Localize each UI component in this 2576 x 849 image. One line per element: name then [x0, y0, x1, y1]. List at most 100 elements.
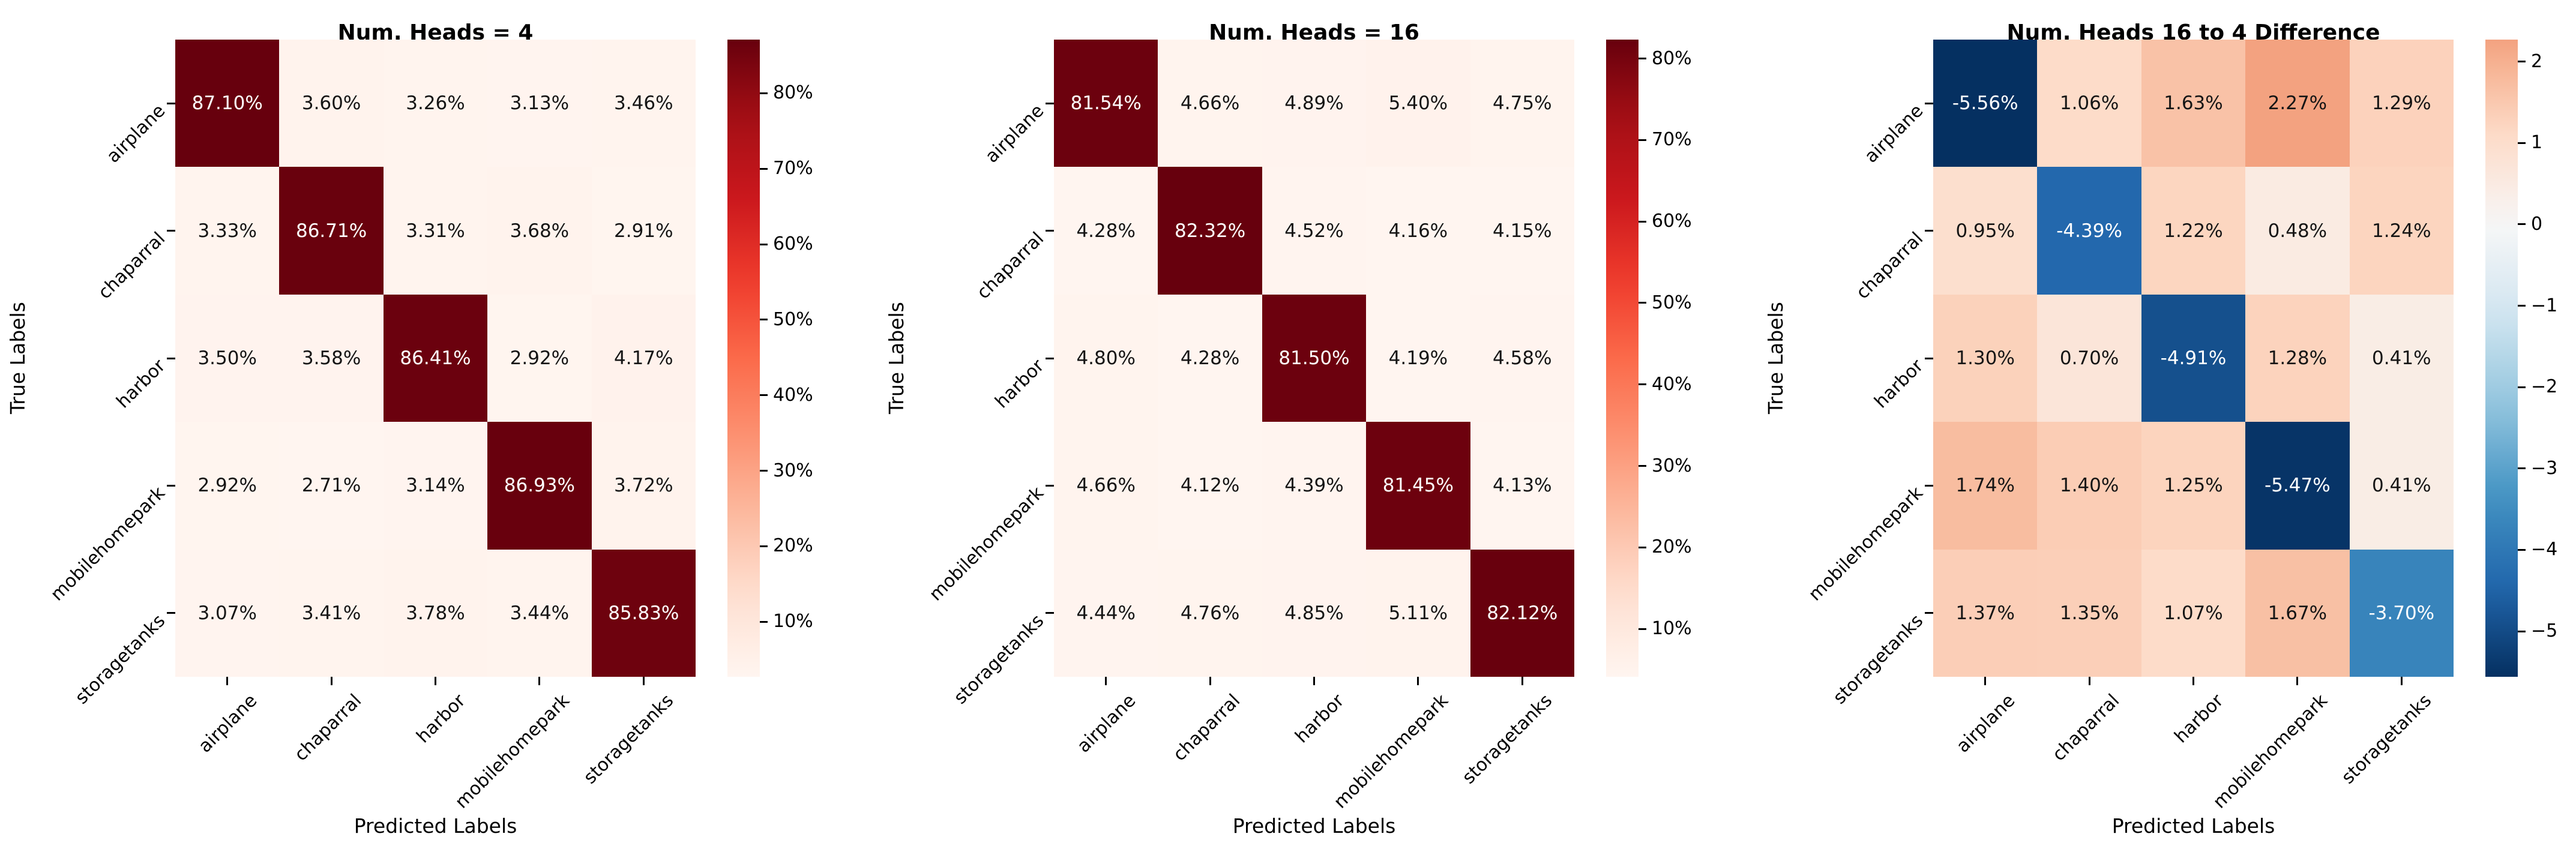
heatmap-cell-storagetanks-mobilehomepark: 5.11%	[1366, 549, 1470, 677]
heatmap-cell-chaparral-airplane: 0.95%	[1933, 167, 2038, 295]
colorbar-tick-label-10: 10%	[773, 611, 813, 632]
x-tick-mark	[2296, 677, 2299, 685]
heatmap-cell-harbor-mobilehomepark: 2.92%	[487, 294, 592, 422]
x-tick-mark	[226, 677, 229, 685]
y-tick-mark	[167, 612, 175, 614]
heatmap-cell-harbor-chaparral: 0.70%	[2037, 294, 2141, 422]
colorbar-tick-label--2: −2	[2531, 376, 2558, 398]
colorbar-tick-label-20: 20%	[1652, 536, 1692, 558]
y-tick-label-text: mobilehomepark	[1804, 482, 1928, 605]
heatmap-cell-chaparral-chaparral: -4.39%	[2037, 167, 2141, 295]
x-tick-label-text: harbor	[1291, 690, 1349, 748]
y-tick-label-text: harbor	[112, 355, 170, 413]
y-tick-mark	[1925, 357, 1933, 359]
y-tick-mark	[167, 230, 175, 232]
colorbar-tick-mark	[760, 319, 768, 321]
colorbar-tick-label-2: 2	[2531, 50, 2543, 72]
colorbar-tick-label--5: −5	[2531, 620, 2558, 642]
colorbar-tick-mark	[760, 620, 768, 623]
heatmap-cell-storagetanks-storagetanks: 82.12%	[1470, 549, 1574, 677]
heatmap-cell-harbor-airplane: 3.50%	[175, 294, 280, 422]
heatmap-cell-mobilehomepark-storagetanks: 3.72%	[591, 422, 696, 550]
colorbar-tick-label--3: −3	[2531, 457, 2558, 479]
colorbar-tick-label-60: 60%	[773, 233, 813, 255]
heatmap-cell-storagetanks-harbor: 3.78%	[383, 549, 488, 677]
colorbar-tick-label-40: 40%	[1652, 373, 1692, 395]
heatmap-cell-mobilehomepark-chaparral: 1.40%	[2037, 422, 2141, 550]
x-tick-mark	[2088, 677, 2090, 685]
x-tick-label-text: mobilehomepark	[451, 690, 574, 813]
colorbar	[727, 40, 760, 677]
colorbar-tick-label-30: 30%	[1652, 455, 1692, 476]
y-tick-label-text: airplane	[1860, 100, 1928, 167]
heatmap-cell-harbor-chaparral: 3.58%	[279, 294, 384, 422]
heatmap-cell-chaparral-harbor: 3.31%	[383, 167, 488, 295]
heatmap-cell-chaparral-mobilehomepark: 3.68%	[487, 167, 592, 295]
heatmap-cell-storagetanks-mobilehomepark: 3.44%	[487, 549, 592, 677]
colorbar-tick-mark	[1639, 546, 1646, 548]
heatmap-cell-harbor-harbor: 81.50%	[1262, 294, 1367, 422]
heatmap-cell-storagetanks-mobilehomepark: 1.67%	[2245, 549, 2350, 677]
colorbar-tick-mark	[760, 394, 768, 397]
colorbar-tick-label-50: 50%	[1652, 292, 1692, 313]
y-tick-mark	[1046, 484, 1054, 487]
panel-num-heads-16: Num. Heads = 16 True Labels 81.54% 4.66% 4…	[879, 0, 1737, 849]
colorbar-tick-mark	[760, 470, 768, 472]
heatmap-grid: 87.10% 3.60% 3.26% 3.13% 3.46% 3.33% 86.71% 3.3…	[175, 40, 696, 677]
colorbar-tick-label-80: 80%	[773, 82, 813, 104]
colorbar-tick-mark	[2518, 630, 2526, 632]
colorbar-tick-label-10: 10%	[1652, 618, 1692, 640]
colorbar-tick-mark	[760, 167, 768, 170]
x-tick-mark	[1984, 677, 1987, 685]
heatmap-cell-harbor-airplane: 1.30%	[1933, 294, 2038, 422]
heatmap-cell-mobilehomepark-harbor: 3.14%	[383, 422, 488, 550]
y-tick-label-text: mobilehomepark	[925, 482, 1049, 605]
colorbar-tick-mark	[2518, 548, 2526, 551]
x-tick-label-text: storagetanks	[579, 690, 678, 788]
heatmap-cell-mobilehomepark-harbor: 4.39%	[1262, 422, 1367, 550]
heatmap-cell-harbor-harbor: -4.91%	[2141, 294, 2246, 422]
y-tick-mark	[167, 102, 175, 104]
heatmap-cell-chaparral-chaparral: 82.32%	[1158, 167, 1262, 295]
y-tick-label-text: airplane	[981, 100, 1049, 167]
heatmap-cell-airplane-storagetanks: 1.29%	[2349, 40, 2454, 167]
y-tick-mark	[1925, 102, 1933, 104]
colorbar-tick-mark	[1639, 383, 1646, 386]
colorbar-tick-label-1: 1	[2531, 132, 2543, 154]
heatmap-cell-airplane-harbor: 3.26%	[383, 40, 488, 167]
y-tick-mark	[1925, 230, 1933, 232]
y-tick-mark	[167, 357, 175, 359]
heatmap-cell-mobilehomepark-mobilehomepark: -5.47%	[2245, 422, 2350, 550]
y-tick-label-text: mobilehomepark	[46, 482, 170, 605]
colorbar-tick-label-40: 40%	[773, 384, 813, 406]
y-axis-label: True Labels	[6, 302, 29, 415]
colorbar-tick-mark	[2518, 305, 2526, 307]
heatmap-cell-storagetanks-storagetanks: 85.83%	[591, 549, 696, 677]
colorbar-tick-label--1: −1	[2531, 295, 2558, 316]
heatmap-cell-harbor-chaparral: 4.28%	[1158, 294, 1262, 422]
colorbar-tick-mark	[760, 545, 768, 547]
heatmap-cell-mobilehomepark-storagetanks: 0.41%	[2349, 422, 2454, 550]
y-tick-label-text: storagetanks	[1829, 610, 1928, 709]
heatmap-cell-harbor-harbor: 86.41%	[383, 294, 488, 422]
colorbar-tick-mark	[2518, 223, 2526, 226]
y-tick-mark	[1925, 612, 1933, 614]
panel-num-heads-4: Num. Heads = 4 True Labels 87.10% 3.60% 3.…	[0, 0, 858, 849]
heatmap-cell-storagetanks-chaparral: 1.35%	[2037, 549, 2141, 677]
colorbar-tick-mark	[2518, 386, 2526, 388]
heatmap-cell-storagetanks-harbor: 1.07%	[2141, 549, 2246, 677]
heatmap-cell-airplane-airplane: 81.54%	[1054, 40, 1158, 167]
x-tick-mark	[1105, 677, 1107, 685]
x-tick-label-text: mobilehomepark	[1329, 690, 1452, 813]
colorbar-tick-mark	[1639, 139, 1646, 141]
x-axis-label: Predicted Labels	[2111, 814, 2275, 838]
heatmap-cell-mobilehomepark-airplane: 2.92%	[175, 422, 280, 550]
heatmap-cell-chaparral-harbor: 4.52%	[1262, 167, 1367, 295]
x-tick-mark	[2192, 677, 2194, 685]
heatmap-cell-mobilehomepark-chaparral: 2.71%	[279, 422, 384, 550]
y-tick-label-text: airplane	[102, 100, 170, 167]
x-tick-mark	[1209, 677, 1211, 685]
heatmap-cell-chaparral-harbor: 1.22%	[2141, 167, 2246, 295]
x-tick-label-text: airplane	[1952, 690, 2020, 757]
heatmap-cell-storagetanks-chaparral: 4.76%	[1158, 549, 1262, 677]
